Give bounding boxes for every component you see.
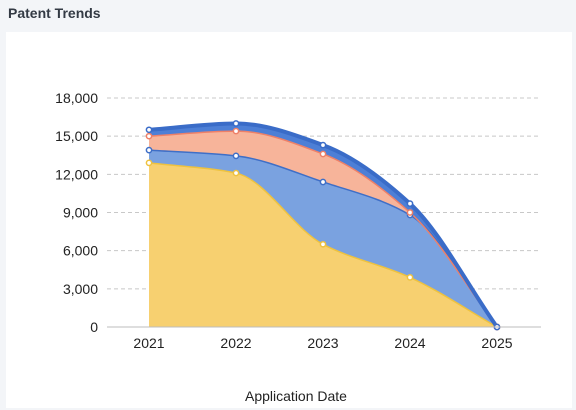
y-axis-ticks: 0 3,000 6,000 9,000 12,000 15,000 18,000: [55, 90, 98, 335]
data-point: [320, 242, 325, 247]
data-point: [233, 121, 238, 126]
data-point: [407, 210, 412, 215]
x-tick-label: 2023: [307, 335, 338, 351]
data-point: [233, 170, 238, 175]
data-point: [146, 134, 151, 139]
y-tick-label: 9,000: [63, 205, 98, 221]
data-point: [233, 128, 238, 133]
data-point: [407, 275, 412, 280]
y-tick-label: 6,000: [63, 243, 98, 259]
data-point: [320, 151, 325, 156]
data-point: [146, 127, 151, 132]
x-axis-label: Application Date: [245, 388, 347, 404]
data-point: [407, 201, 412, 206]
data-point: [146, 160, 151, 165]
x-tick-label: 2022: [220, 335, 251, 351]
x-tick-label: 2024: [394, 335, 425, 351]
data-point: [320, 142, 325, 147]
x-axis-ticks: 2021 2022 2023 2024 2025: [133, 335, 512, 351]
y-tick-label: 12,000: [55, 166, 98, 182]
y-tick-label: 3,000: [63, 281, 98, 297]
data-point: [320, 179, 325, 184]
y-tick-label: 15,000: [55, 128, 98, 144]
y-tick-label: 18,000: [55, 90, 98, 106]
data-point: [146, 148, 151, 153]
data-point: [233, 153, 238, 158]
y-tick-label: 0: [90, 319, 98, 335]
x-tick-label: 2025: [481, 335, 512, 351]
x-tick-label: 2021: [133, 335, 164, 351]
